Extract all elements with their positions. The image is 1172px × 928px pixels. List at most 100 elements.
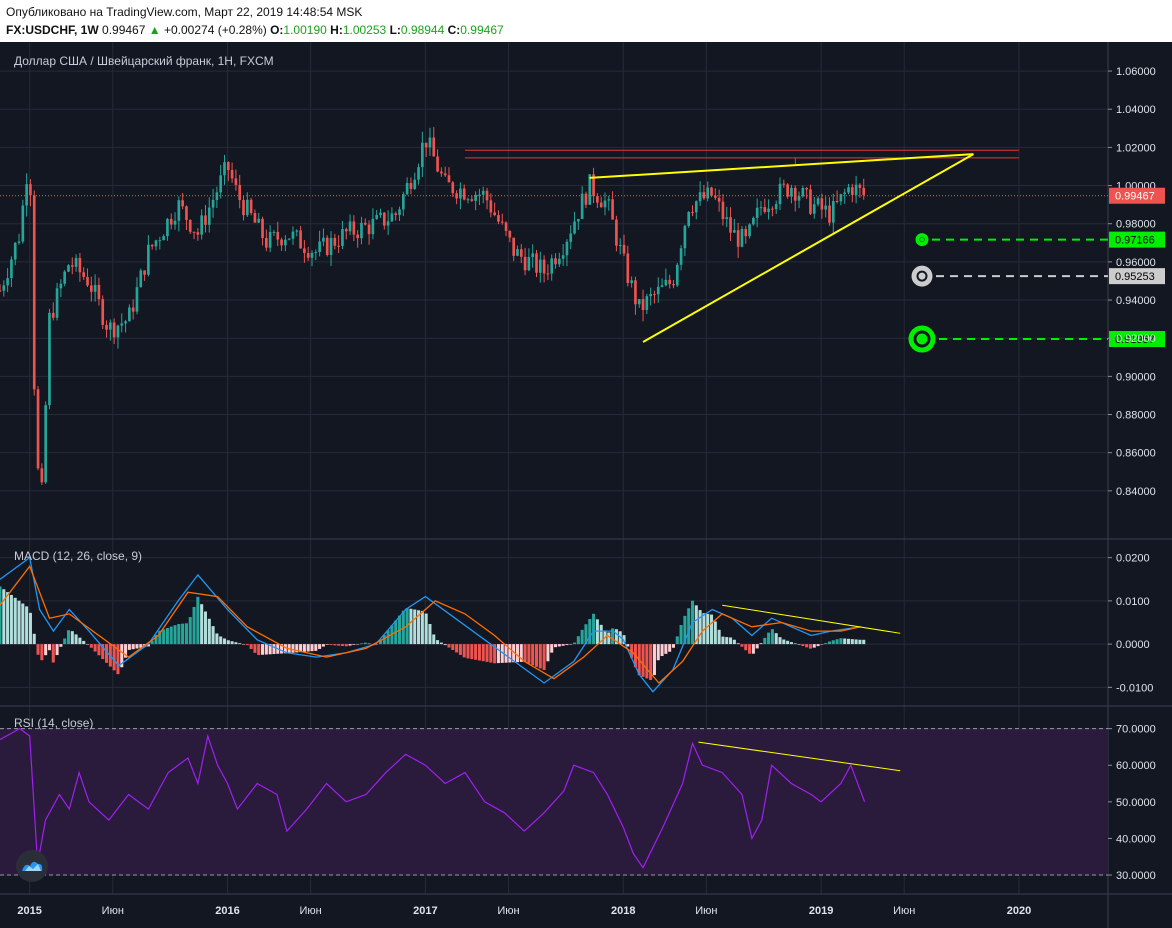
candle-body [55,288,59,318]
candle-body [421,142,424,168]
tradingview-cloud-icon[interactable] [16,850,48,882]
macd-histogram-bar [112,644,116,671]
candle-body [329,237,333,255]
macd-histogram-bar [55,644,59,656]
candle-body [242,200,245,216]
candle-body [299,230,302,249]
macd-histogram-bar [485,644,489,662]
macd-histogram-bar [557,644,561,647]
candle-body [546,273,550,275]
macd-histogram-bar [359,643,363,645]
candle-body [809,189,812,214]
macd-histogram-bar [363,642,367,645]
macd-histogram-bar [515,644,519,663]
macd-histogram-bar [477,644,481,661]
candle-body [854,184,858,195]
macd-histogram-bar [386,630,390,645]
macd-histogram-bar [97,644,101,656]
time-tick-label: 2018 [611,905,635,917]
candle-body [147,244,150,275]
target-label: 0.91957 [1115,334,1155,346]
macd-histogram-bar [432,634,436,645]
rsi-pane-title: RSI (14, close) [14,716,93,730]
macd-histogram-bar [25,606,29,645]
candle-body [386,221,390,226]
candle-body [481,190,485,195]
macd-histogram-bar [839,638,843,645]
candle-body [21,205,25,242]
time-tick-label: Июн [102,905,124,917]
macd-histogram-bar [158,630,162,645]
candle-body [577,219,580,222]
macd-histogram-bar [744,644,748,651]
candle-body [459,188,462,199]
candle-body [778,183,782,205]
candle-body [169,218,173,225]
candle-body [109,322,112,330]
macd-histogram-bar [89,644,93,648]
macd-histogram-bar [101,644,105,660]
candle-body [70,265,74,267]
open-label: O: [270,23,284,37]
candle-body [82,272,86,277]
trendline-upper[interactable] [589,153,974,179]
macd-histogram-bar [409,608,413,645]
candle-body [253,213,257,223]
candle-body [249,199,253,214]
macd-histogram-bar [169,626,173,645]
symbol-label[interactable]: FX:USDCHF, 1W [6,23,99,37]
candle-body [634,280,637,305]
macd-histogram-bar [344,644,348,647]
candle-body [409,182,413,189]
rsi-tick-label: 50.0000 [1116,797,1156,809]
macd-histogram-bar [257,644,261,656]
macd-histogram-bar [310,644,314,652]
price-tick-label: 0.90000 [1116,371,1156,383]
chart-canvas[interactable]: 0.97166 0.95253 0.91957 1.06000 1.04000 1.02… [0,42,1172,928]
candle-body [341,229,344,246]
candle-body [782,183,786,185]
candle-body [554,258,557,265]
low-label: L: [389,23,401,37]
candle-body [584,193,588,205]
candle-body [303,248,306,254]
macd-histogram-bar [127,644,131,650]
macd-histogram-bar [645,644,649,679]
macd-histogram-bar [70,631,74,645]
candle-body [154,240,158,247]
macd-histogram-bar [241,644,246,645]
candle-body [13,242,17,260]
macd-histogram-bar [230,641,234,645]
candle-body [645,296,649,311]
change-value: +0.00274 (+0.28%) [163,23,267,37]
macd-histogram-bar [455,644,459,653]
candle-body [847,187,850,193]
candle-body [451,182,455,194]
candle-body [310,252,314,258]
macd-histogram-bar [508,644,512,663]
last-price: 0.99467 [102,23,146,37]
macd-histogram-bar [51,644,55,663]
trendline-lower[interactable] [642,153,974,343]
rsi-divergence-line[interactable] [698,741,901,772]
candle-body [698,192,702,202]
main-pane-title: Доллар США / Швейцарский франк, 1Н, FXCM [14,54,274,68]
macd-histogram-bar [805,644,809,648]
macd-histogram-bar [592,613,596,645]
candle-body [622,244,626,254]
candle-body [440,171,443,174]
macd-histogram-bar [500,644,504,663]
candle-body [744,229,748,237]
macd-histogram-bar [340,644,344,646]
macd-histogram-bar [835,639,839,645]
macd-histogram [0,586,866,681]
macd-histogram-bar [356,644,360,645]
macd-divergence-line[interactable] [722,604,901,634]
rsi-line [0,727,866,869]
macd-histogram-bar [165,627,169,645]
candle-body [352,221,356,235]
macd-histogram-bar [21,603,25,645]
candle-body [48,312,51,406]
macd-histogram-bar [59,644,63,647]
